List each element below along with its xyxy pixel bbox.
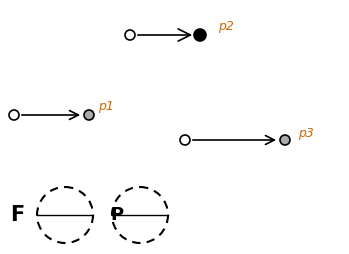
Circle shape [180, 135, 190, 145]
Circle shape [9, 110, 19, 120]
Text: p1: p1 [98, 100, 114, 113]
Text: p2: p2 [218, 20, 234, 33]
Circle shape [84, 110, 94, 120]
Circle shape [125, 30, 135, 40]
Text: F: F [10, 205, 24, 225]
Circle shape [194, 29, 206, 41]
Text: p3: p3 [298, 127, 314, 140]
Text: P: P [110, 206, 123, 224]
Circle shape [280, 135, 290, 145]
